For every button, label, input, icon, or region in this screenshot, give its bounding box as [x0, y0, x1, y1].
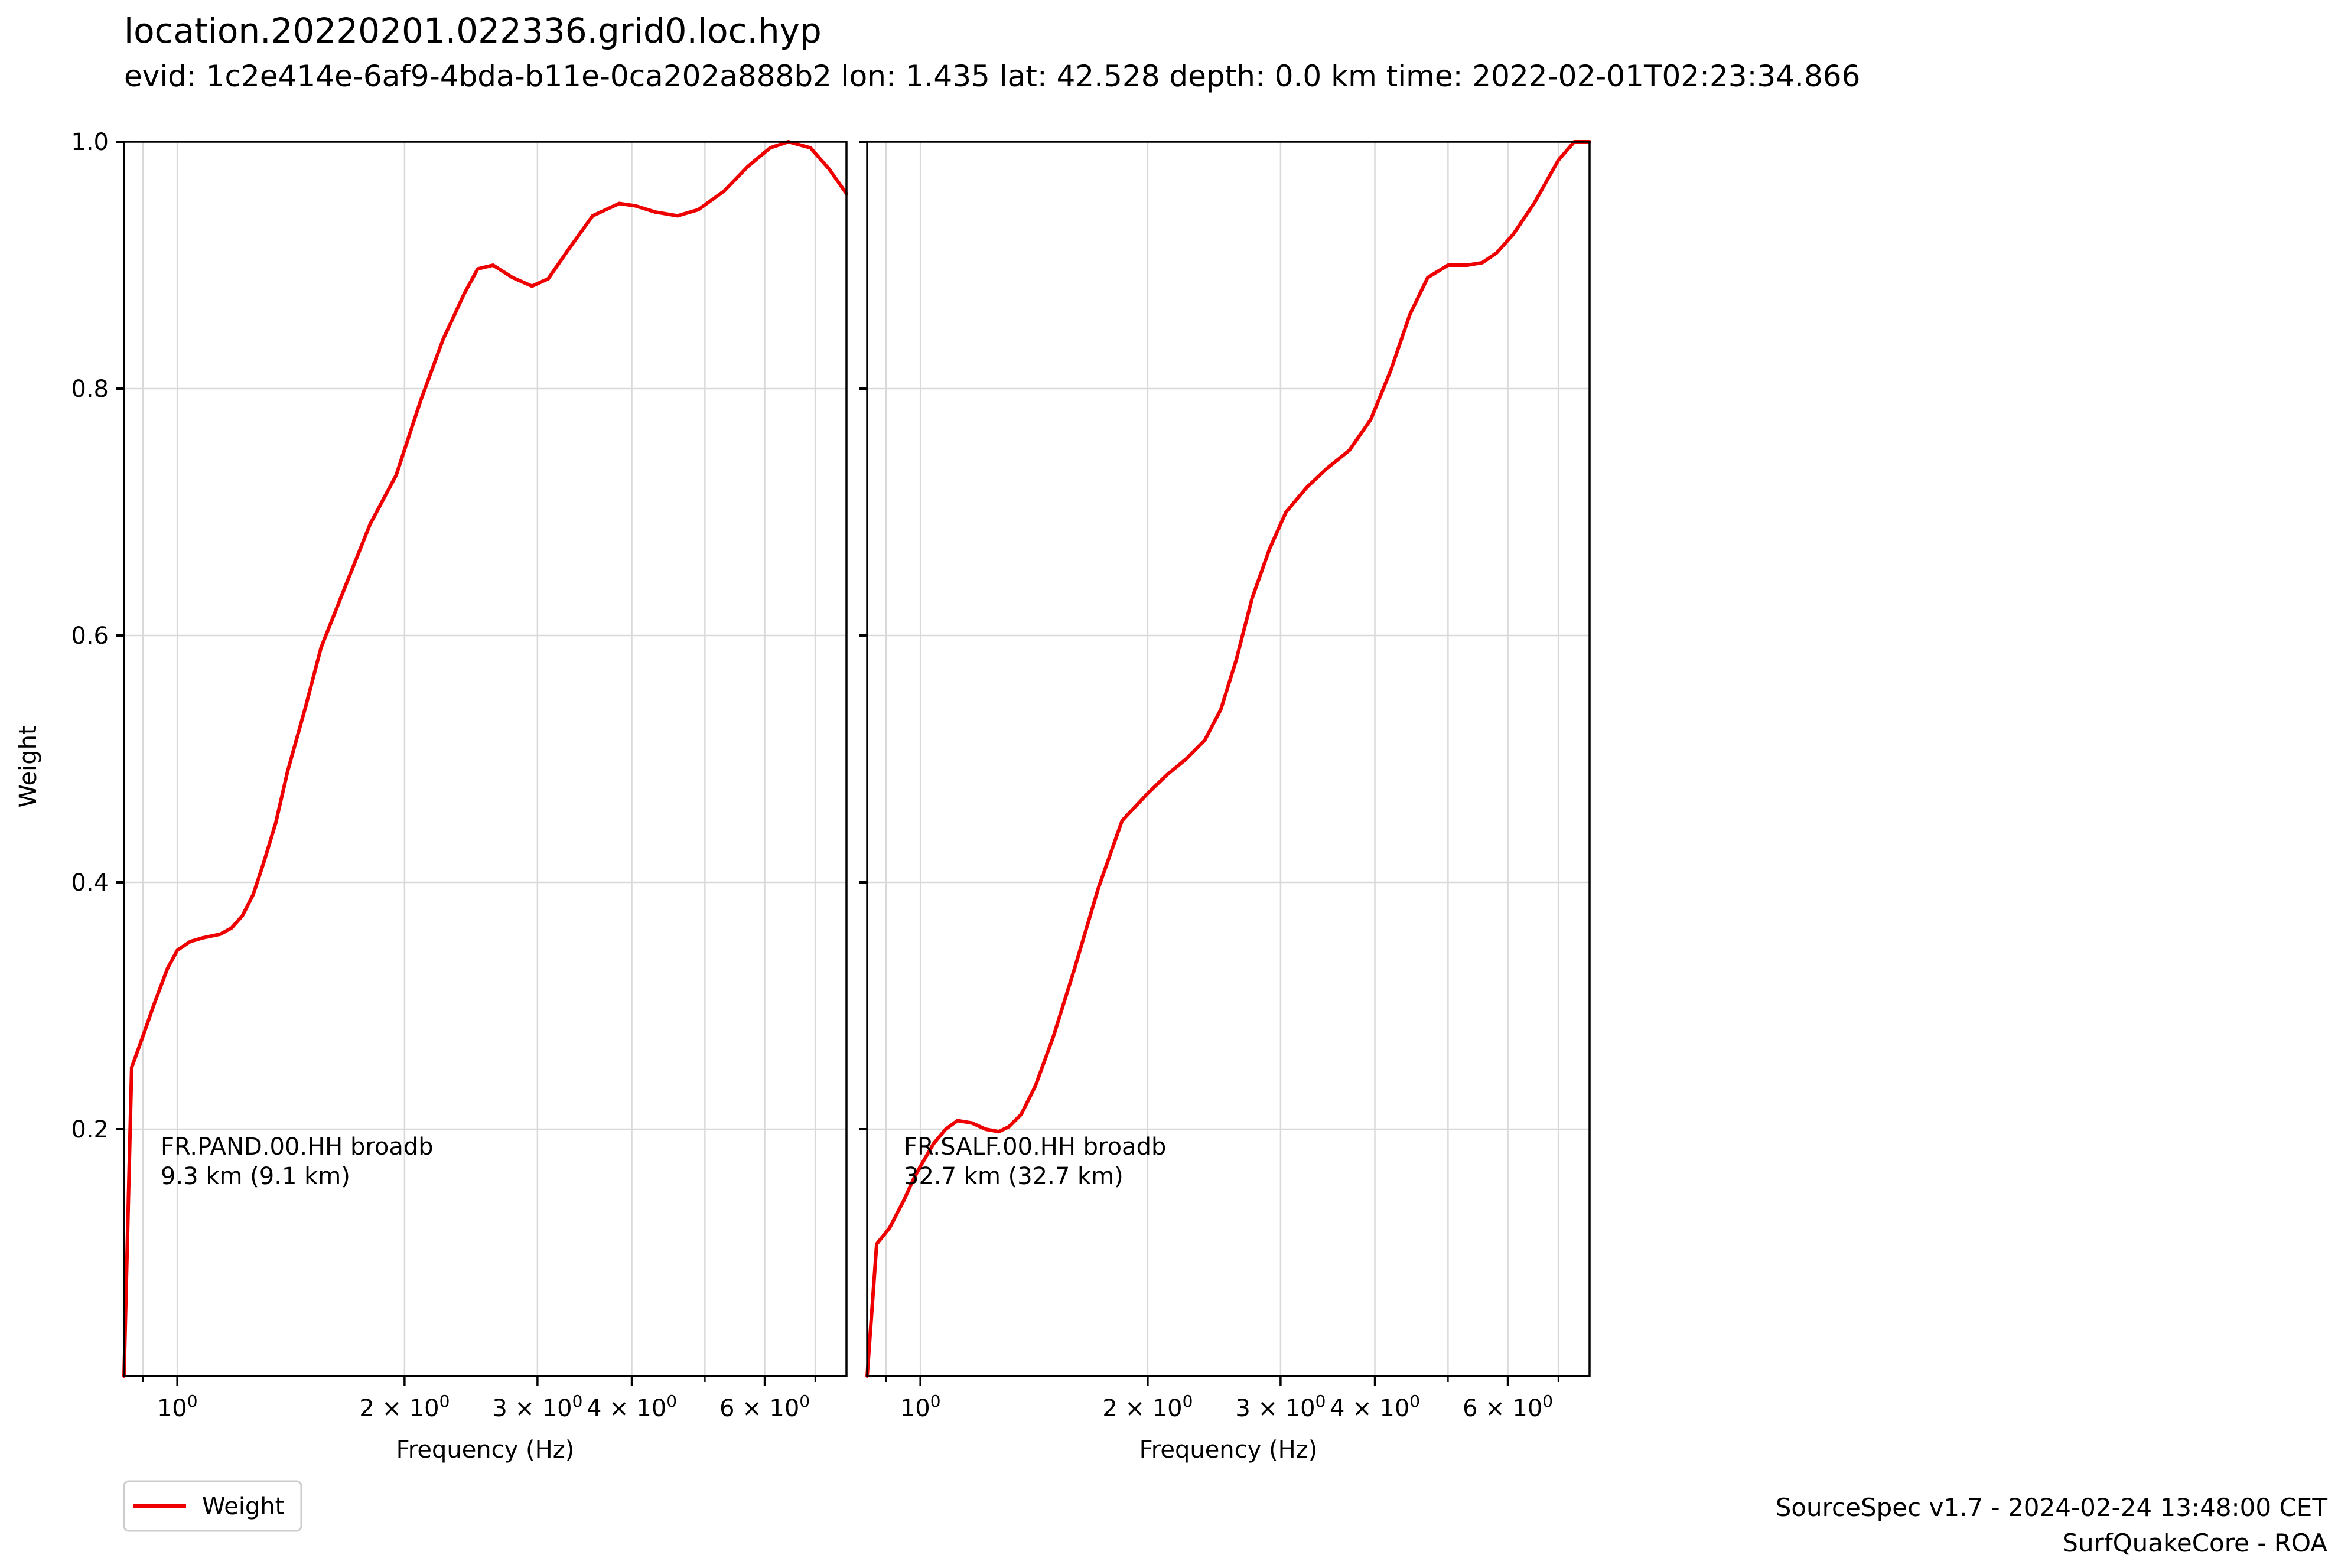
x-tick-label: 6 × 100	[719, 1391, 810, 1422]
station-annotation: 9.3 km (9.1 km)	[161, 1163, 350, 1190]
footer-version: SourceSpec v1.7 - 2024-02-24 13:48:00 CE…	[1775, 1493, 2327, 1522]
y-tick-label: 0.2	[71, 1116, 109, 1143]
x-tick-label: 2 × 100	[1102, 1391, 1193, 1422]
footer-credit: SurfQuakeCore - ROA	[2062, 1528, 2327, 1557]
station-annotation: 32.7 km (32.7 km)	[904, 1163, 1124, 1190]
x-tick-label: 6 × 100	[1463, 1391, 1553, 1422]
legend: Weight	[123, 1480, 302, 1532]
x-axis-label: Frequency (Hz)	[396, 1436, 575, 1463]
station-annotation: FR.SALF.00.HH broadb	[904, 1133, 1166, 1160]
x-tick-label: 3 × 100	[492, 1391, 582, 1422]
weight-series-line	[122, 140, 848, 1378]
x-tick-label: 100	[900, 1391, 941, 1422]
station-annotation: FR.PAND.00.HH broadb	[161, 1133, 434, 1160]
weight-series-line	[865, 140, 1591, 1378]
x-tick-label: 4 × 100	[1330, 1391, 1420, 1422]
figure-title: location.20220201.022336.grid0.loc.hyp	[124, 11, 822, 51]
x-tick-label: 2 × 100	[359, 1391, 450, 1422]
y-tick-label: 0.8	[71, 376, 109, 403]
x-tick-label: 100	[157, 1391, 198, 1422]
legend-label: Weight	[202, 1493, 284, 1520]
plot-frame	[866, 141, 1591, 1377]
x-axis-label: Frequency (Hz)	[1139, 1436, 1318, 1463]
y-tick-label: 1.0	[71, 129, 109, 156]
plot-frame	[123, 141, 848, 1377]
legend-box	[123, 1480, 302, 1532]
y-tick-label: 0.6	[71, 622, 109, 650]
x-tick-label: 3 × 100	[1235, 1391, 1326, 1422]
figure-subtitle: evid: 1c2e414e-6af9-4bda-b11e-0ca202a888…	[124, 59, 1861, 93]
chart-panel-1: 0.2 0.4 0.6 0.8 1.0 100 2 × 100 3 × 100 4 × 100 6…	[71, 129, 848, 1463]
x-tick-label: 4 × 100	[587, 1391, 677, 1422]
y-tick-label: 0.4	[71, 869, 109, 897]
chart-panel-2: 100 2 × 100 3 × 100 4 × 100 6 × 100 FR.SALF.0…	[859, 140, 1591, 1463]
